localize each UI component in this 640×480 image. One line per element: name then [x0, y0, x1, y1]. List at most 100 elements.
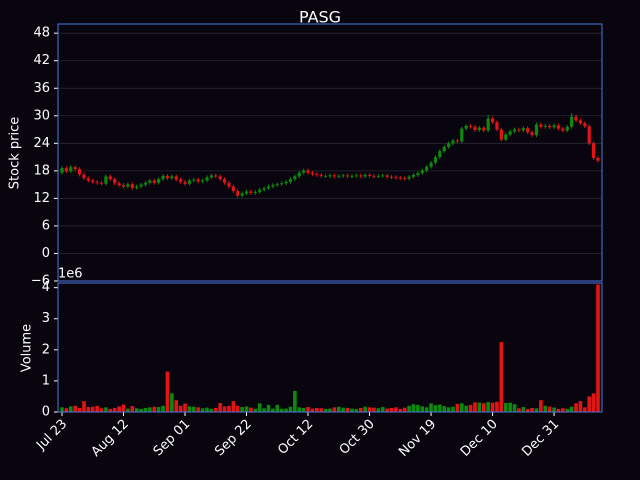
volume-bar	[372, 407, 376, 412]
volume-bar	[486, 402, 490, 412]
volume-bar	[490, 402, 495, 412]
candle-body	[543, 125, 547, 127]
volume-bar	[183, 403, 187, 412]
volume-bar	[257, 403, 262, 412]
volume-bar	[323, 408, 328, 412]
candle-body	[341, 175, 345, 177]
candle-body	[77, 169, 82, 175]
candle-body	[583, 123, 587, 127]
candle-body	[284, 181, 288, 184]
candle-body	[468, 125, 473, 127]
volume-bar	[587, 396, 592, 412]
volume-bar	[253, 408, 258, 412]
volume-bar	[60, 407, 64, 412]
volume-bar	[148, 407, 152, 412]
volume-bar	[433, 405, 438, 412]
candle-body	[95, 181, 99, 183]
volume-bar	[398, 408, 403, 412]
candle-body	[157, 179, 161, 183]
candle-body	[152, 180, 156, 183]
volume-offset-label: 1e6	[58, 267, 83, 282]
volume-bar	[170, 393, 174, 412]
y-tick-label: 24	[33, 136, 50, 151]
candle-body	[482, 127, 486, 131]
volume-bar	[402, 407, 407, 412]
candle-body	[504, 134, 508, 140]
volume-bar	[240, 407, 244, 412]
volume-bar	[552, 407, 556, 412]
candle-body	[209, 175, 213, 178]
y-axis-label: Stock price	[8, 117, 23, 189]
candle-body	[165, 175, 170, 179]
volume-bar	[126, 408, 130, 412]
candle-body	[214, 175, 218, 177]
volume-bar	[385, 408, 389, 412]
volume-bar	[416, 404, 420, 412]
volume-bar	[227, 405, 231, 412]
volume-bar	[389, 407, 394, 412]
candle-body	[596, 158, 600, 161]
candle-body	[477, 127, 481, 131]
candle-body	[389, 176, 394, 178]
volume-bar	[367, 407, 372, 412]
volume-tick-label: 1	[42, 373, 50, 388]
volume-bar	[446, 407, 451, 412]
candle-body	[350, 175, 354, 177]
volume-bar	[231, 401, 236, 412]
candle-body	[372, 175, 376, 177]
volume-bar	[565, 408, 570, 412]
volume-bar	[569, 406, 574, 412]
candle-body	[293, 176, 297, 180]
candle-body	[240, 193, 244, 196]
volume-bar	[152, 406, 157, 412]
candle-body	[306, 170, 310, 173]
volume-bar	[512, 404, 517, 412]
candle-body	[407, 176, 411, 179]
volume-bar	[161, 405, 165, 412]
candle-body	[376, 175, 380, 177]
volume-bar	[473, 402, 477, 412]
candle-body	[332, 175, 336, 177]
volume-bar	[244, 406, 249, 412]
volume-bar	[130, 406, 135, 412]
volume-bar	[73, 405, 77, 412]
price-panel-frame	[57, 23, 603, 282]
candle-body	[258, 189, 262, 192]
volume-bar	[117, 406, 121, 412]
volume-bar	[591, 393, 596, 412]
candle-body	[60, 168, 64, 173]
volume-bar	[143, 407, 148, 412]
candle-body	[135, 186, 139, 188]
candle-body	[310, 172, 315, 175]
volume-bar	[301, 407, 306, 412]
candle-body	[148, 180, 152, 183]
volume-bar	[284, 408, 288, 412]
volume-bar	[429, 403, 433, 412]
candle-body	[403, 178, 407, 179]
volume-bar	[266, 404, 271, 412]
volume-bar	[411, 404, 416, 412]
candle-body	[139, 184, 143, 187]
candle-body	[196, 179, 200, 182]
candle-body	[170, 176, 174, 179]
volume-bar	[108, 408, 113, 412]
candle-body	[288, 179, 293, 182]
candle-body	[367, 174, 372, 176]
volume-bar	[455, 403, 460, 412]
candle-body	[521, 128, 525, 131]
volume-bar	[235, 405, 240, 412]
volume-bar	[534, 408, 539, 412]
volume-bar	[547, 406, 552, 412]
volume-bar	[438, 404, 442, 412]
volume-bar	[556, 408, 561, 412]
candle-body	[297, 172, 301, 177]
candle-body	[179, 179, 183, 182]
candle-body	[561, 128, 565, 131]
candle-body	[420, 170, 424, 174]
y-tick-label: 30	[33, 108, 50, 123]
volume-bar	[64, 408, 69, 412]
candle-body	[253, 191, 257, 193]
candle-body	[539, 124, 543, 127]
candle-body	[574, 116, 578, 121]
